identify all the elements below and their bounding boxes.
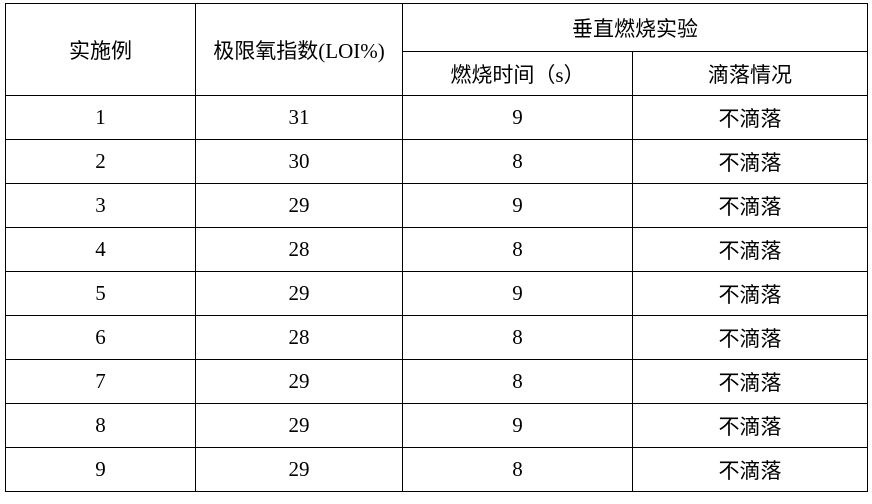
- table-header: 实施例 极限氧指数(LOI%) 垂直燃烧实验 燃烧时间（s） 滴落情况: [6, 4, 868, 96]
- cell-drip: 不滴落: [633, 448, 868, 492]
- table-row: 1 31 9 不滴落: [6, 96, 868, 140]
- table-row: 9 29 8 不滴落: [6, 448, 868, 492]
- cell-burn-time: 9: [403, 96, 633, 140]
- cell-loi: 28: [196, 228, 403, 272]
- cell-drip: 不滴落: [633, 228, 868, 272]
- cell-burn-time: 8: [403, 228, 633, 272]
- cell-drip: 不滴落: [633, 96, 868, 140]
- cell-sample: 4: [6, 228, 196, 272]
- header-burn-group: 垂直燃烧实验: [403, 4, 868, 52]
- cell-loi: 29: [196, 184, 403, 228]
- cell-drip: 不滴落: [633, 140, 868, 184]
- cell-burn-time: 8: [403, 360, 633, 404]
- cell-drip: 不滴落: [633, 360, 868, 404]
- cell-sample: 1: [6, 96, 196, 140]
- cell-burn-time: 8: [403, 448, 633, 492]
- cell-sample: 9: [6, 448, 196, 492]
- cell-sample: 2: [6, 140, 196, 184]
- cell-burn-time: 9: [403, 184, 633, 228]
- table-row: 4 28 8 不滴落: [6, 228, 868, 272]
- cell-sample: 7: [6, 360, 196, 404]
- header-burn-time: 燃烧时间（s）: [403, 52, 633, 96]
- cell-loi: 30: [196, 140, 403, 184]
- cell-drip: 不滴落: [633, 272, 868, 316]
- cell-sample: 3: [6, 184, 196, 228]
- cell-loi: 29: [196, 272, 403, 316]
- cell-sample: 6: [6, 316, 196, 360]
- cell-loi: 28: [196, 316, 403, 360]
- table-row: 8 29 9 不滴落: [6, 404, 868, 448]
- data-table: 实施例 极限氧指数(LOI%) 垂直燃烧实验 燃烧时间（s） 滴落情况 1 31…: [5, 3, 868, 492]
- table-row: 5 29 9 不滴落: [6, 272, 868, 316]
- cell-loi: 29: [196, 448, 403, 492]
- cell-burn-time: 9: [403, 272, 633, 316]
- table-body: 1 31 9 不滴落 2 30 8 不滴落 3 29 9 不滴落 4 28 8 …: [6, 96, 868, 492]
- cell-burn-time: 8: [403, 316, 633, 360]
- cell-drip: 不滴落: [633, 184, 868, 228]
- cell-burn-time: 8: [403, 140, 633, 184]
- cell-loi: 29: [196, 360, 403, 404]
- header-drip: 滴落情况: [633, 52, 868, 96]
- cell-loi: 29: [196, 404, 403, 448]
- cell-loi: 31: [196, 96, 403, 140]
- header-loi: 极限氧指数(LOI%): [196, 4, 403, 96]
- table-row: 2 30 8 不滴落: [6, 140, 868, 184]
- cell-drip: 不滴落: [633, 316, 868, 360]
- cell-sample: 5: [6, 272, 196, 316]
- table-row: 7 29 8 不滴落: [6, 360, 868, 404]
- table-row: 3 29 9 不滴落: [6, 184, 868, 228]
- header-sample: 实施例: [6, 4, 196, 96]
- cell-sample: 8: [6, 404, 196, 448]
- cell-burn-time: 9: [403, 404, 633, 448]
- cell-drip: 不滴落: [633, 404, 868, 448]
- table-row: 6 28 8 不滴落: [6, 316, 868, 360]
